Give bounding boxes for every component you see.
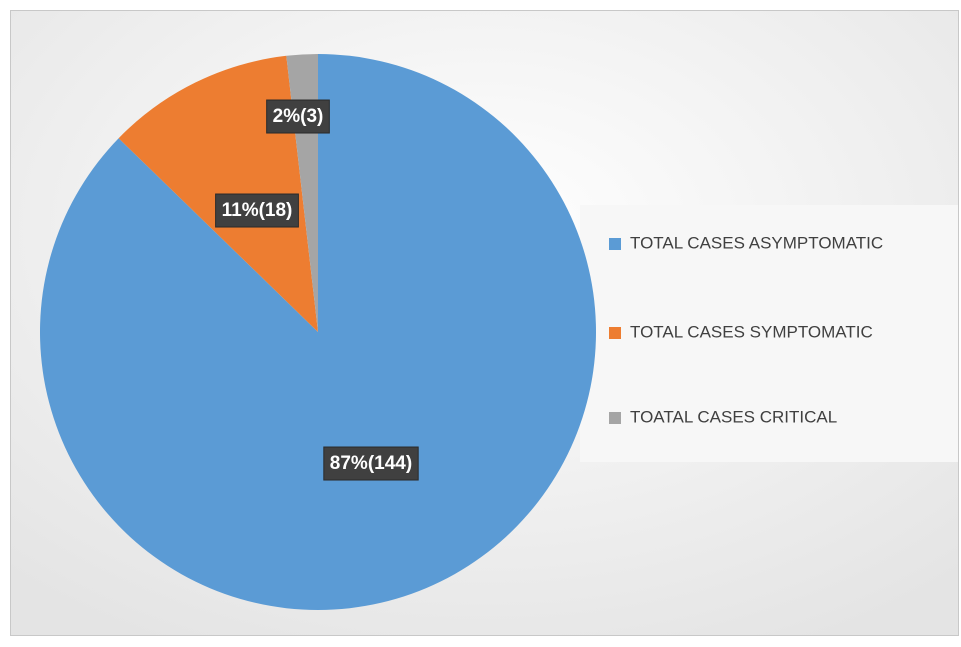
data-label: 87%(144) [330, 453, 412, 474]
legend-label: TOTAL CASES SYMPTOMATIC [630, 322, 873, 341]
data-label-bg [323, 446, 419, 481]
data-labels: 87%(144) 11%(18) 2%(3) [215, 99, 419, 481]
legend-swatch [609, 412, 621, 424]
legend-swatch [609, 327, 621, 339]
data-label-bg [266, 99, 330, 134]
legend-box [580, 205, 958, 462]
data-label-group: 11%(18) [215, 193, 299, 228]
legend-label: TOATAL CASES CRITICAL [630, 407, 837, 426]
legend: TOTAL CASES ASYMPTOMATIC TOTAL CASES SYMP… [609, 233, 883, 426]
data-label-bg [215, 193, 299, 228]
data-label-group: 2%(3) [266, 99, 330, 134]
legend-swatch [609, 238, 621, 250]
pie [40, 54, 597, 610]
legend-label: TOTAL CASES ASYMPTOMATIC [630, 233, 883, 252]
data-label: 2%(3) [273, 106, 324, 127]
data-label-group: 87%(144) [323, 446, 419, 481]
data-label: 11%(18) [222, 200, 293, 221]
